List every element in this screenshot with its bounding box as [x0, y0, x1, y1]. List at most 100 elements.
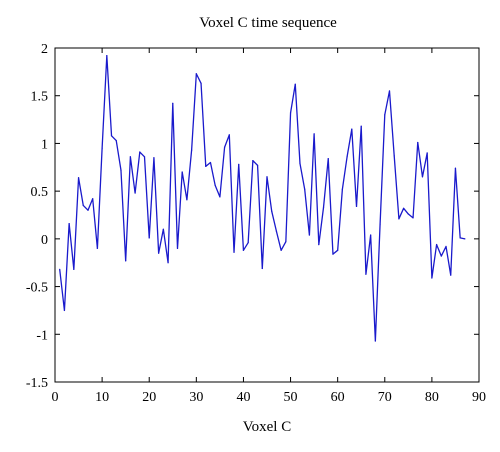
data-point	[228, 134, 230, 136]
data-point	[294, 83, 296, 85]
y-tick-label: -0.5	[26, 281, 48, 296]
plot-area	[54, 47, 480, 383]
y-tick-label: -1.5	[26, 376, 48, 391]
data-point	[176, 247, 179, 249]
data-point	[186, 199, 188, 201]
data-point	[322, 206, 325, 208]
data-point	[436, 243, 438, 246]
data-point	[459, 237, 461, 239]
data-point	[355, 205, 358, 208]
data-point	[256, 164, 259, 166]
data-point	[205, 165, 207, 167]
data-point	[134, 192, 136, 194]
data-point	[191, 149, 193, 151]
data-point	[388, 90, 391, 92]
data-point	[219, 196, 221, 198]
data-point	[261, 267, 263, 270]
data-point	[143, 156, 146, 158]
x-tick-label: 10	[95, 390, 109, 405]
data-point	[120, 169, 122, 171]
data-point	[346, 156, 348, 158]
data-point	[341, 188, 343, 190]
data-point	[106, 55, 108, 57]
data-point	[200, 82, 202, 84]
data-point	[431, 277, 433, 279]
data-point	[181, 171, 183, 173]
x-tick-label: 50	[284, 390, 298, 405]
x-tick-label: 20	[142, 390, 156, 405]
x-axis-label: Voxel C	[243, 419, 291, 435]
data-point	[238, 163, 240, 166]
y-tick-label: 2	[41, 42, 48, 57]
data-point	[421, 176, 424, 178]
data-point	[384, 114, 386, 116]
data-point	[195, 73, 197, 75]
data-point	[379, 223, 381, 226]
data-point	[407, 213, 409, 215]
data-point	[252, 160, 254, 162]
data-point	[440, 255, 442, 257]
data-point	[464, 238, 466, 240]
data-point	[101, 147, 103, 149]
data-point	[426, 152, 428, 154]
y-tick-label: 1	[41, 137, 48, 152]
data-point	[285, 241, 287, 243]
data-point	[304, 188, 306, 190]
data-point	[365, 273, 367, 275]
data-point	[115, 139, 117, 142]
x-tick-label: 30	[189, 390, 203, 405]
y-tick-label: 1.5	[31, 90, 49, 105]
x-tick-label: 80	[425, 390, 439, 405]
chart-title: Voxel C time sequence	[199, 15, 337, 31]
data-point	[224, 146, 226, 148]
data-point	[271, 210, 273, 212]
data-point	[59, 268, 61, 270]
data-point	[327, 158, 329, 160]
data-point	[280, 249, 282, 251]
data-point	[374, 340, 376, 342]
data-point	[129, 156, 131, 158]
data-point	[370, 234, 372, 236]
data-point	[289, 112, 292, 114]
data-point	[417, 141, 419, 144]
series-layer	[59, 54, 466, 342]
data-point	[139, 151, 141, 153]
data-point	[96, 247, 98, 249]
data-point	[77, 177, 80, 179]
x-tick-label: 90	[472, 390, 486, 405]
data-point	[242, 249, 245, 251]
data-point	[266, 176, 268, 178]
y-tick-label: 0	[41, 233, 48, 248]
data-point	[209, 161, 212, 164]
data-point	[158, 252, 160, 254]
data-point	[450, 274, 452, 276]
data-point	[148, 237, 150, 239]
x-tick-label: 60	[331, 390, 345, 405]
x-tick-label: 70	[378, 390, 392, 405]
data-point	[92, 198, 94, 200]
data-point	[454, 167, 457, 169]
data-point	[351, 128, 353, 130]
data-point	[445, 245, 447, 248]
x-tick-label: 40	[236, 390, 250, 405]
data-point	[68, 222, 70, 225]
data-point	[275, 230, 278, 232]
data-point	[82, 204, 84, 207]
data-point	[167, 262, 169, 264]
data-point	[318, 243, 320, 246]
data-point	[73, 268, 75, 270]
y-tick-label: -1	[36, 328, 48, 343]
data-point	[412, 217, 414, 219]
data-point	[63, 309, 66, 312]
data-point	[162, 228, 164, 230]
data-point	[360, 125, 362, 127]
x-tick-label: 0	[52, 390, 59, 405]
data-point	[214, 184, 216, 187]
y-tick-label: 0.5	[31, 185, 49, 200]
data-point	[308, 234, 310, 236]
y-axis: -1.5 -1 -0.5 0 0.5 1 1.5 2	[26, 42, 479, 391]
data-point	[247, 242, 249, 244]
data-point	[233, 251, 235, 253]
data-point	[398, 218, 400, 220]
